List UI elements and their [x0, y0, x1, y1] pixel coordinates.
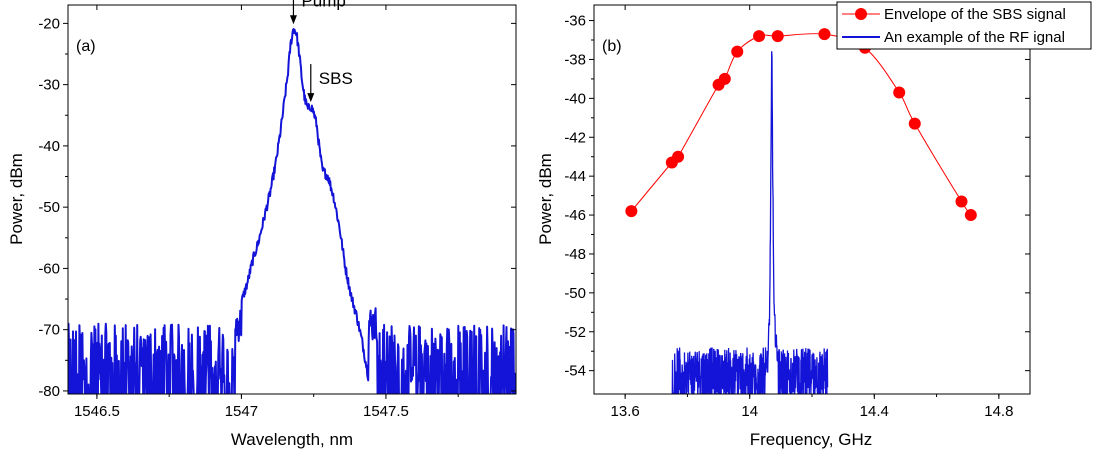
envelope-point — [625, 205, 638, 218]
y-tick-label: -50 — [38, 199, 60, 216]
envelope-point — [818, 28, 831, 41]
annotations-a: Pump SBS — [289, 0, 353, 103]
y-tick-label: -40 — [38, 138, 60, 155]
y-tick-label: -70 — [38, 322, 60, 339]
y-axis-label-a: Power, dBm — [7, 153, 26, 245]
envelope-point — [753, 30, 766, 43]
envelope-point — [672, 150, 685, 163]
panel-label-b: (b) — [602, 38, 622, 55]
x-tick-label: 1547.5 — [363, 403, 409, 420]
legend-marker-envelope — [855, 8, 867, 20]
y-tick-label: -38 — [564, 51, 586, 68]
legend-label-rf: An example of the RF ignal — [884, 29, 1065, 46]
x-tick-label: 1547 — [225, 403, 258, 420]
chart-panel-b: 13.6 14 14.4 14.8 -54 -52 -50 -48 -46 -44 -42 -40 -… — [536, 4, 1031, 449]
legend-box — [836, 1, 1092, 50]
spectrum-line-a — [68, 28, 516, 394]
chart-panel-a: 1546.5 1547 1547.5 -80 -70 -60 -50 -40 -30 -20 (… — [7, 0, 517, 449]
y-tick-label: -30 — [38, 77, 60, 94]
panel-label-a: (a) — [76, 38, 96, 55]
x-tick-label: 14.4 — [860, 403, 889, 420]
y-axis-label-b: Power, dBm — [536, 153, 555, 245]
annotation-label: SBS — [319, 69, 353, 88]
x-axis-a: 1546.5 1547 1547.5 — [74, 5, 459, 420]
envelope-point — [908, 117, 921, 130]
envelope-point — [771, 30, 784, 43]
y-tick-label: -36 — [564, 13, 586, 30]
y-tick-label: -60 — [38, 260, 60, 277]
y-tick-label: -48 — [564, 246, 586, 263]
envelope-point — [955, 195, 968, 208]
y-tick-label: -20 — [38, 15, 60, 32]
envelope-point — [718, 72, 731, 85]
y-tick-label: -46 — [564, 207, 586, 224]
envelope-point — [731, 45, 744, 58]
envelope-point — [893, 86, 906, 99]
x-tick-label: 14 — [741, 403, 758, 420]
x-axis-b: 13.6 14 14.4 14.8 — [611, 5, 1013, 420]
plot-area-a — [68, 28, 516, 394]
x-axis-label-a: Wavelength, nm — [231, 430, 353, 449]
y-tick-label: -40 — [564, 90, 586, 107]
annotation-arrowhead — [307, 93, 315, 103]
annotation-arrowhead — [289, 15, 297, 25]
x-tick-label: 13.6 — [611, 403, 640, 420]
plot-frame-a — [67, 4, 517, 395]
y-tick-label: -52 — [564, 324, 586, 341]
y-tick-label: -42 — [564, 129, 586, 146]
y-tick-label: -50 — [564, 285, 586, 302]
annotation-label: Pump — [301, 0, 345, 10]
plot-area-b — [625, 28, 977, 394]
x-tick-label: 1546.5 — [74, 403, 120, 420]
y-tick-label: -44 — [564, 168, 586, 185]
legend-label-envelope: Envelope of the SBS signal — [884, 6, 1066, 23]
rf-signal-line — [671, 51, 829, 394]
x-axis-label-b: Frequency, GHz — [750, 430, 873, 449]
envelope-point — [964, 209, 977, 222]
y-tick-label: -80 — [38, 383, 60, 400]
y-tick-label: -54 — [564, 363, 586, 380]
y-axis-a: -80 -70 -60 -50 -40 -30 -20 — [38, 15, 516, 400]
legend: Envelope of the SBS signal An example of… — [836, 1, 1092, 50]
x-tick-label: 14.8 — [984, 403, 1013, 420]
